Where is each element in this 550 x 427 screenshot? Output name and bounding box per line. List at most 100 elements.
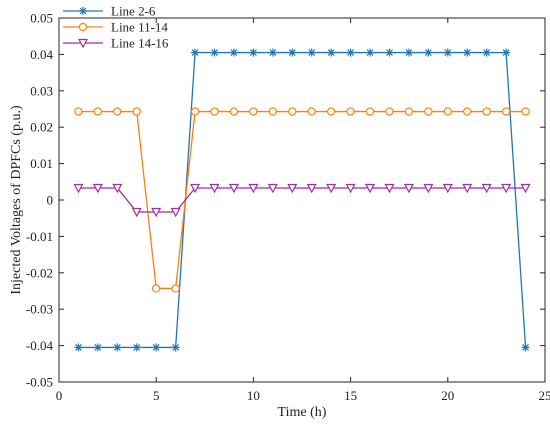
data-point xyxy=(287,183,298,194)
data-point xyxy=(170,207,181,218)
x-tick-label: 0 xyxy=(56,388,63,403)
data-point xyxy=(306,183,317,194)
data-point xyxy=(404,107,414,116)
data-point xyxy=(346,107,355,116)
data-point xyxy=(190,107,200,116)
data-point xyxy=(268,107,278,116)
data-point xyxy=(307,107,316,116)
y-tick-label: 0 xyxy=(47,193,54,208)
data-point xyxy=(501,183,512,194)
data-point xyxy=(385,107,394,116)
data-point xyxy=(365,107,375,116)
legend-label: Line 2-6 xyxy=(111,4,156,19)
x-axis-label: Time (h) xyxy=(278,405,327,420)
series-3 xyxy=(73,183,531,218)
data-point xyxy=(424,48,433,57)
legend-entry: Line 11-14 xyxy=(63,20,168,35)
data-point xyxy=(424,107,433,116)
data-point xyxy=(442,183,453,194)
series-1 xyxy=(74,48,530,352)
y-axis: -0.05 -0.04 -0.03 -0.02 -0.01 0 0.01 0.02 0.03 0.… xyxy=(26,11,545,390)
x-tick-label: 25 xyxy=(539,388,550,403)
legend-marker xyxy=(78,22,88,32)
y-tick-label: -0.04 xyxy=(26,338,54,353)
data-point xyxy=(521,107,530,116)
data-point xyxy=(151,284,161,293)
data-point xyxy=(521,343,530,352)
data-point xyxy=(229,48,238,57)
data-point xyxy=(171,284,180,293)
y-tick-label: 0.05 xyxy=(30,11,53,26)
data-point xyxy=(307,48,316,57)
data-point xyxy=(327,48,336,57)
x-tick-label: 5 xyxy=(153,388,160,403)
data-point xyxy=(462,183,473,194)
data-point xyxy=(502,48,511,57)
data-point xyxy=(132,343,141,352)
data-point xyxy=(113,343,122,352)
legend-marker xyxy=(78,38,88,49)
data-point xyxy=(482,107,491,116)
data-point xyxy=(191,48,200,57)
data-point xyxy=(267,183,278,194)
y-tick-label: 0.01 xyxy=(30,156,53,171)
data-point xyxy=(501,107,511,116)
data-point xyxy=(249,48,258,57)
data-point xyxy=(73,183,84,194)
data-point xyxy=(229,107,239,116)
data-point xyxy=(249,107,258,116)
data-point xyxy=(481,183,492,194)
x-tick-label: 15 xyxy=(344,388,357,403)
series-line xyxy=(78,187,526,213)
data-point xyxy=(385,48,394,57)
data-point xyxy=(288,48,297,57)
data-point xyxy=(131,207,142,218)
data-point xyxy=(404,48,413,57)
x-tick-label: 10 xyxy=(247,388,260,403)
x-axis: 0 5 10 15 20 25 xyxy=(56,18,550,403)
data-point xyxy=(171,343,180,352)
y-axis-label: Injected Voltages of DPFCs (p.u.) xyxy=(9,105,24,295)
y-tick-label: -0.03 xyxy=(26,302,53,317)
y-tick-label: -0.01 xyxy=(26,229,53,244)
data-point xyxy=(92,183,103,194)
data-point xyxy=(74,343,83,352)
series-2 xyxy=(74,107,530,293)
series-layer xyxy=(73,48,531,352)
data-point xyxy=(93,343,102,352)
data-point xyxy=(210,48,219,57)
data-point xyxy=(151,207,162,218)
y-tick-label: 0.02 xyxy=(30,120,53,135)
legend-entry: Line 2-6 xyxy=(63,4,156,19)
data-point xyxy=(384,183,395,194)
legend-entry: Line 14-16 xyxy=(63,36,169,51)
data-point xyxy=(228,183,239,194)
data-point xyxy=(443,48,452,57)
data-point xyxy=(248,183,259,194)
data-point xyxy=(326,183,337,194)
data-point xyxy=(190,183,201,194)
data-point xyxy=(482,48,491,57)
data-point xyxy=(345,183,356,194)
legend-marker xyxy=(79,7,87,15)
data-point xyxy=(365,183,376,194)
data-point xyxy=(463,107,472,116)
data-point xyxy=(423,183,434,194)
data-point xyxy=(113,107,122,116)
data-point xyxy=(288,107,297,116)
data-point xyxy=(268,48,277,57)
y-tick-label: 0.04 xyxy=(30,47,53,62)
data-point xyxy=(463,48,472,57)
data-point xyxy=(346,48,355,57)
data-point xyxy=(366,48,375,57)
data-point xyxy=(209,183,220,194)
data-point xyxy=(132,107,141,116)
y-tick-label: 0.03 xyxy=(30,83,53,98)
legend-label: Line 14-16 xyxy=(111,36,169,51)
data-point xyxy=(112,183,123,194)
y-tick-label: -0.02 xyxy=(26,265,53,280)
x-tick-label: 20 xyxy=(441,388,454,403)
data-point xyxy=(74,107,83,116)
data-point xyxy=(210,107,219,116)
